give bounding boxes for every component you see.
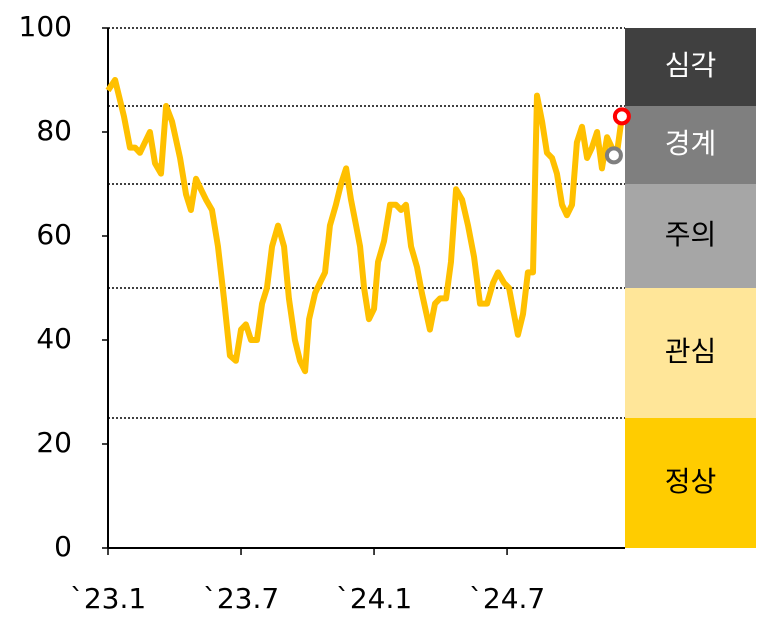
y-tick-label: 40 [36,322,72,355]
band-label: 주의 [665,218,717,251]
band-label: 경계 [665,127,717,160]
x-tick-label: `24.7 [469,582,545,615]
band [625,184,756,288]
x-tick-label: `24.1 [336,582,412,615]
y-tick-label: 20 [36,426,72,459]
band-label: 관심 [665,335,717,368]
y-tick-label: 0 [54,530,72,563]
band [625,28,756,106]
y-tick-label: 80 [36,114,72,147]
band [625,106,756,184]
band [625,288,756,418]
x-tick-label: `23.1 [70,582,146,615]
band-label: 심각 [665,49,717,82]
x-tick-label: `23.7 [203,582,279,615]
y-tick-label: 100 [19,10,72,43]
marker [604,146,623,165]
y-tick-label: 60 [36,218,72,251]
band [625,418,756,548]
series-line [105,77,625,375]
marker [612,107,631,126]
band-label: 정상 [665,465,717,498]
